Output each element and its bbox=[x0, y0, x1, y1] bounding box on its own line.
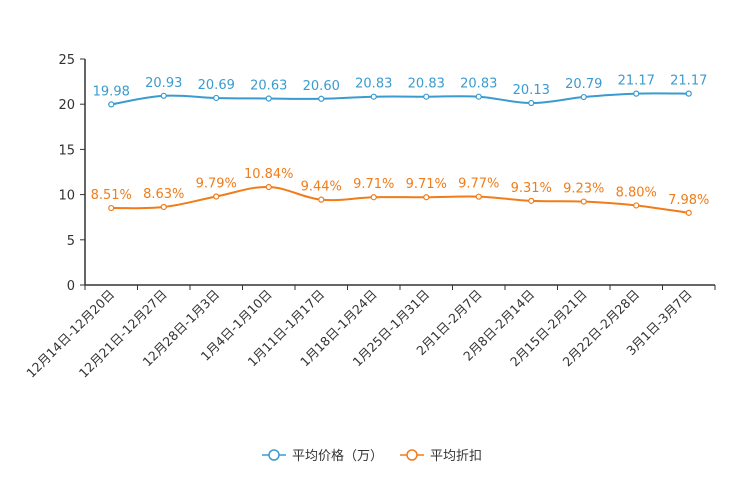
data-label: 21.17 bbox=[670, 74, 707, 89]
series-line-2 bbox=[111, 186, 689, 214]
x-tick-label: 12月21日-12月27日 bbox=[76, 287, 170, 381]
y-tick-label: 10 bbox=[58, 189, 75, 204]
data-point bbox=[633, 90, 640, 97]
data-point bbox=[528, 99, 535, 107]
data-label: 8.80% bbox=[616, 185, 657, 200]
legend-item-1[interactable]: 平均价格（万） bbox=[262, 448, 383, 464]
data-label: 9.31% bbox=[511, 181, 552, 196]
data-label: 20.13 bbox=[513, 83, 550, 98]
data-point bbox=[265, 95, 272, 102]
data-label: 20.63 bbox=[250, 79, 287, 94]
y-tick-label: 20 bbox=[58, 98, 75, 113]
data-label: 8.63% bbox=[143, 187, 184, 202]
data-point bbox=[370, 93, 377, 100]
data-point bbox=[370, 194, 377, 201]
data-point bbox=[265, 183, 272, 191]
data-point bbox=[108, 204, 115, 212]
series-line-1 bbox=[111, 92, 689, 106]
data-label: 20.83 bbox=[460, 77, 497, 92]
data-label: 19.98 bbox=[93, 84, 130, 99]
data-label: 9.77% bbox=[458, 177, 499, 192]
y-tick-label: 25 bbox=[58, 53, 75, 68]
data-point bbox=[108, 101, 115, 108]
data-label: 20.79 bbox=[565, 77, 602, 92]
data-point bbox=[423, 194, 430, 201]
legend-marker bbox=[406, 449, 418, 461]
data-point bbox=[160, 203, 167, 211]
data-point bbox=[318, 95, 325, 102]
data-label: 9.79% bbox=[196, 176, 237, 191]
data-label: 9.44% bbox=[301, 180, 342, 195]
data-point bbox=[213, 94, 220, 102]
data-point bbox=[580, 198, 587, 205]
data-point bbox=[528, 197, 535, 204]
data-point bbox=[633, 202, 640, 209]
legend-label: 平均折扣 bbox=[430, 449, 482, 464]
data-label: 9.71% bbox=[406, 177, 447, 192]
legend-item-2[interactable]: 平均折扣 bbox=[400, 449, 482, 464]
data-label: 20.83 bbox=[355, 77, 392, 92]
data-point bbox=[685, 90, 692, 97]
data-label: 9.23% bbox=[563, 182, 604, 197]
series-lines bbox=[108, 90, 692, 216]
x-tick-label: 12月14日-12月20日 bbox=[23, 287, 117, 381]
data-label: 10.84% bbox=[244, 167, 294, 182]
data-label: 9.71% bbox=[353, 177, 394, 192]
data-label: 20.69 bbox=[198, 78, 235, 93]
data-label: 8.51% bbox=[91, 188, 132, 203]
data-point bbox=[685, 209, 692, 216]
data-label: 21.17 bbox=[618, 74, 655, 89]
data-point bbox=[475, 193, 482, 200]
legend-marker bbox=[268, 449, 280, 461]
data-point bbox=[423, 93, 430, 100]
data-label: 20.83 bbox=[408, 77, 445, 92]
y-tick-label: 0 bbox=[67, 279, 75, 294]
data-label: 20.60 bbox=[303, 79, 340, 94]
data-label: 20.93 bbox=[145, 76, 182, 91]
legend-label: 平均价格（万） bbox=[292, 448, 383, 464]
data-point bbox=[475, 93, 482, 100]
data-point bbox=[160, 92, 167, 99]
data-label: 7.98% bbox=[668, 193, 709, 208]
data-labels: 19.98 20.93 20.69 20.63 20.60 20.83 20.83 20.83… bbox=[91, 74, 710, 208]
data-point bbox=[318, 196, 325, 203]
y-tick-label: 15 bbox=[58, 143, 75, 158]
data-point bbox=[580, 93, 587, 101]
legend[interactable]: 平均价格（万） 平均折扣 bbox=[262, 448, 482, 464]
data-point bbox=[213, 193, 220, 200]
y-tick-label: 5 bbox=[67, 234, 75, 249]
